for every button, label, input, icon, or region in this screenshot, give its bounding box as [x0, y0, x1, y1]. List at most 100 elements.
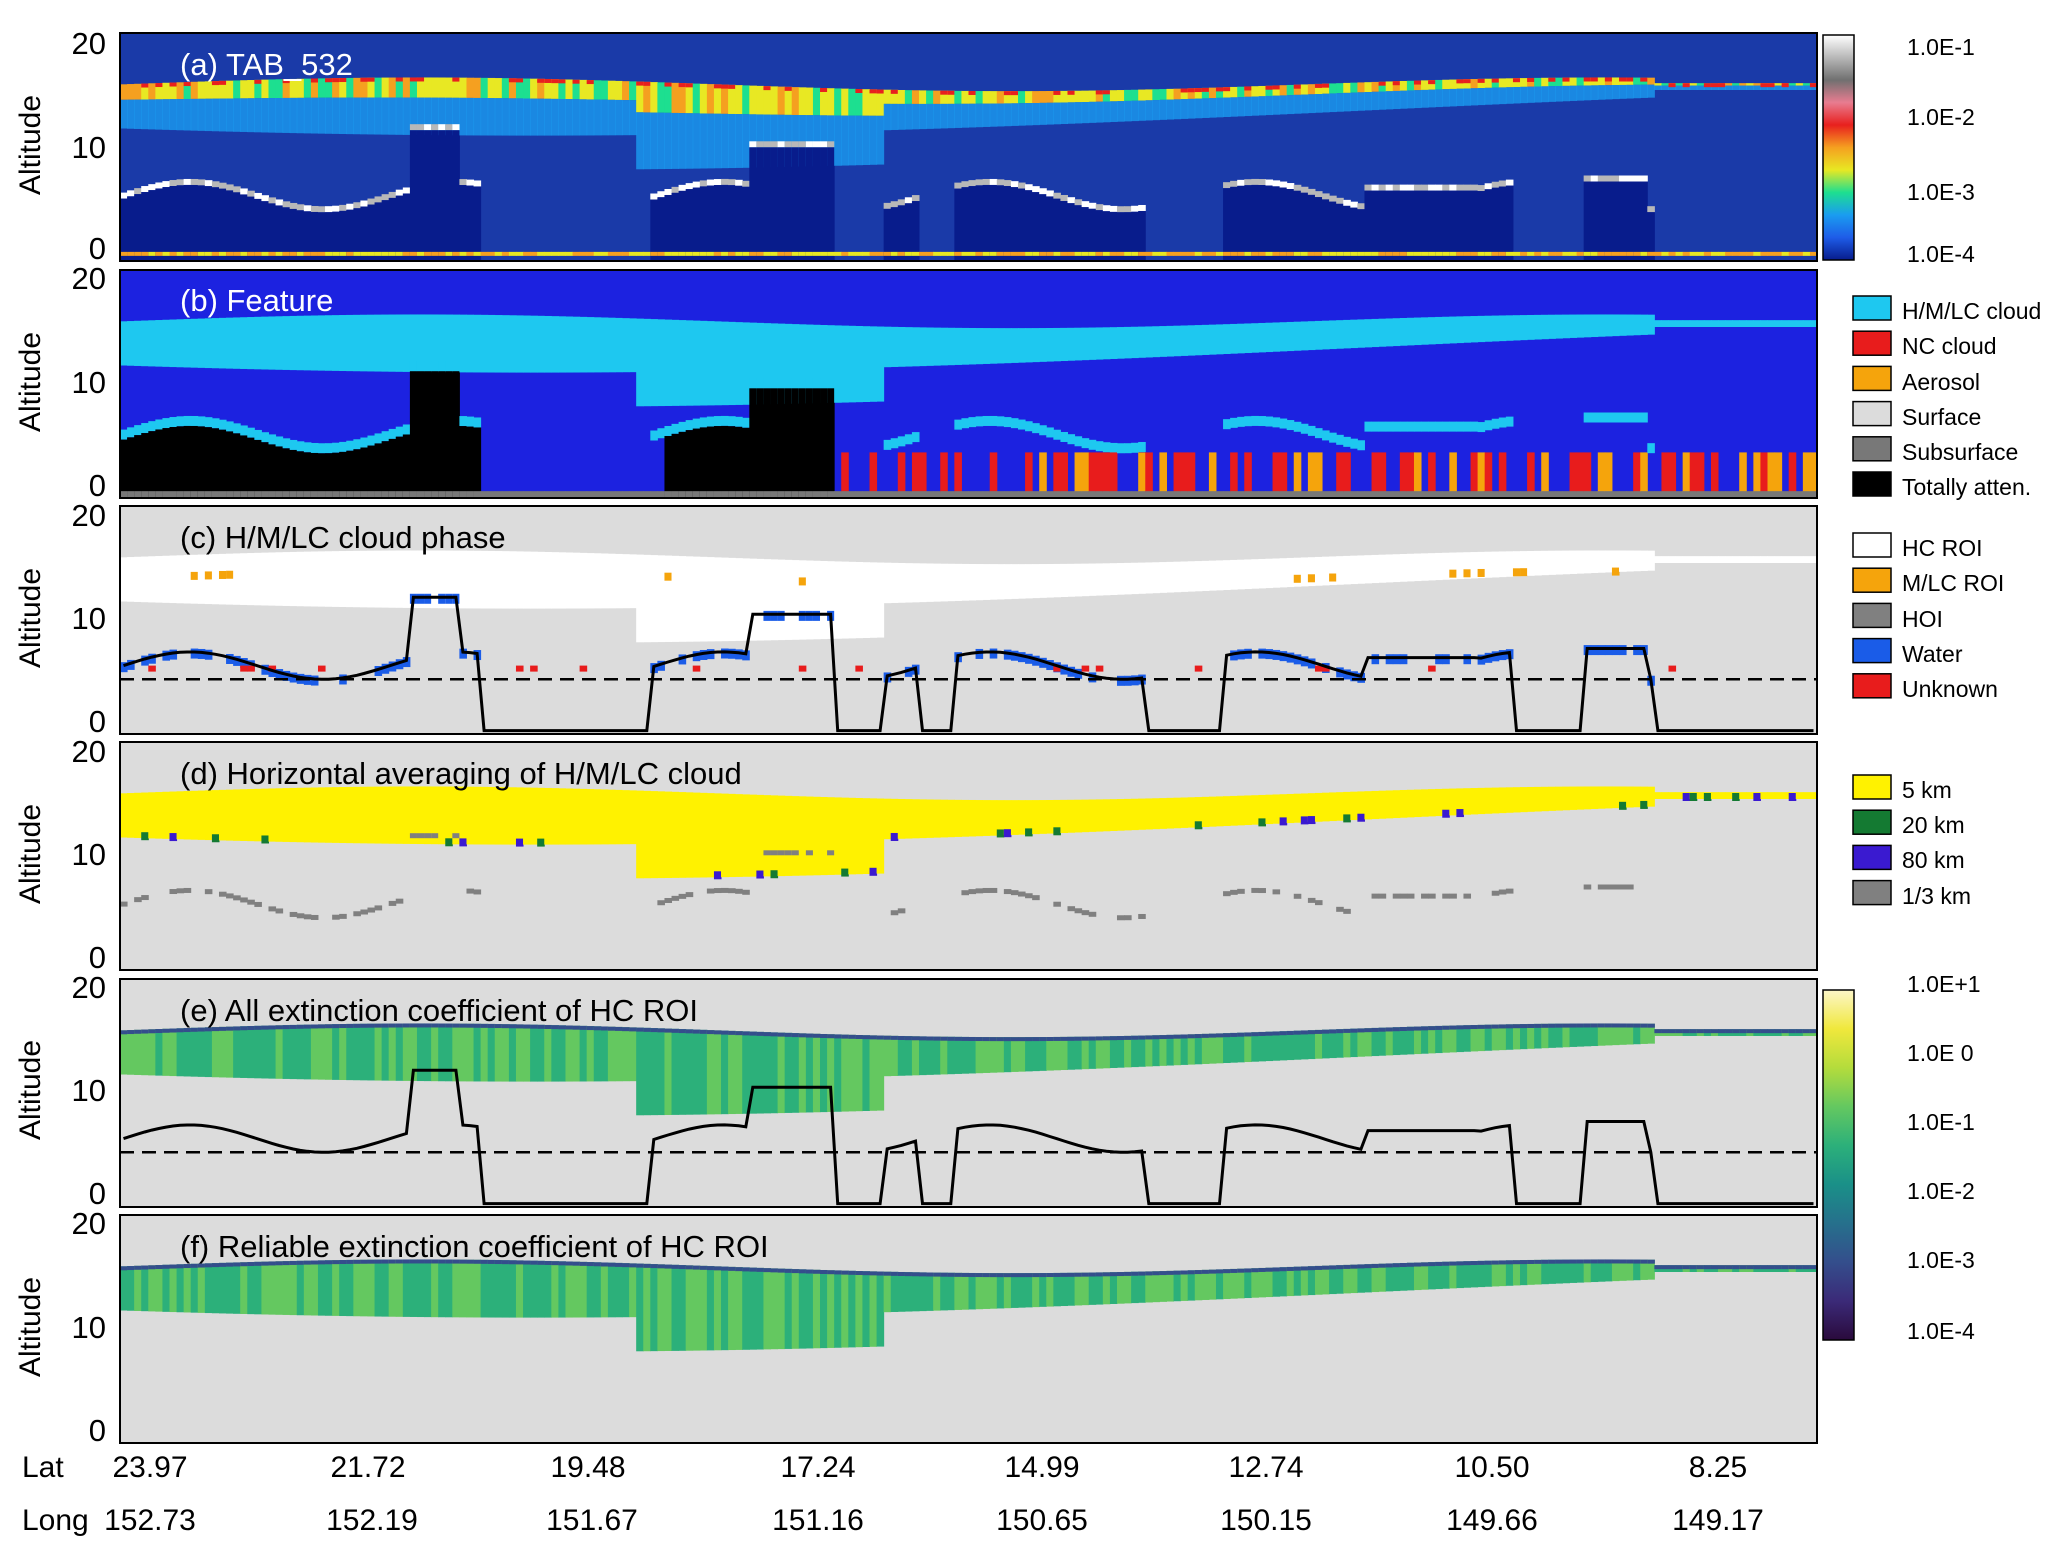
legend-swatch-3-0: [1852, 774, 1892, 800]
legend-feature-subsurface: Subsurface: [1902, 439, 2018, 465]
colorbar-ext-tick-4: 1.0E-2: [1907, 1178, 1975, 1204]
y-tick-e-20: 20: [72, 970, 106, 1005]
panel-d-background: [120, 742, 1817, 970]
panel-a-frame: [119, 32, 1818, 262]
y-axis-label-d: Altitude: [14, 804, 47, 904]
y-tick-f-0: 0: [89, 1413, 106, 1448]
legend-phase-unknown: Unknown: [1902, 676, 1998, 702]
legend-phase-hc-roi: HC ROI: [1902, 535, 1983, 561]
legend-swatch-1-5: [1852, 471, 1892, 497]
colorbar-tab-gradient: [1822, 34, 1855, 261]
y-tick-d-20: 20: [72, 734, 106, 769]
x-tick-long-5: 150.65: [996, 1504, 1088, 1537]
panel-d: [119, 741, 1818, 971]
panel-b-frame: [119, 269, 1818, 499]
y-tick-a-20: 20: [72, 26, 106, 61]
panel-a-title: (a) TAB_532: [180, 47, 353, 82]
y-axis-label-c: Altitude: [14, 568, 47, 668]
legend-feature-surface: Surface: [1902, 404, 1981, 430]
legend-averaging-5km: 5 km: [1902, 777, 1952, 803]
legend-swatch-2-3: [1852, 637, 1892, 664]
x-tick-long-2: 152.19: [326, 1504, 418, 1537]
y-tick-d-0: 0: [89, 940, 106, 975]
panel-e-frame: [119, 978, 1818, 1208]
panel-a: [119, 32, 1818, 262]
legend-phase-mlc-roi: M/LC ROI: [1902, 570, 2004, 596]
x-tick-long-7: 149.66: [1446, 1504, 1538, 1537]
legend-swatch-1-1: [1852, 330, 1892, 356]
colorbar-ext-tick-2: 1.0E 0: [1907, 1040, 1974, 1066]
x-tick-long-1: 152.73: [104, 1504, 196, 1537]
colorbar-extinction: [1822, 989, 1855, 1341]
y-axis-label-e: Altitude: [14, 1040, 47, 1140]
x-tick-long-4: 151.16: [772, 1504, 864, 1537]
legend-averaging-20km: 20 km: [1902, 812, 1965, 838]
x-tick-long-8: 149.17: [1672, 1504, 1764, 1537]
panel-f-title: (f) Reliable extinction coefficient of H…: [180, 1229, 769, 1264]
panel-c-background: [120, 506, 1817, 734]
colorbar-ext-tick-6: 1.0E-4: [1907, 1318, 1975, 1344]
legend-feature-aerosol: Aerosol: [1902, 369, 1980, 395]
y-tick-e-10: 10: [72, 1073, 106, 1108]
y-tick-d-10: 10: [72, 837, 106, 872]
legend-swatch-1-3: [1852, 400, 1892, 427]
panel-a-cells: [120, 77, 1818, 261]
panel-d-title: (d) Horizontal averaging of H/M/LC cloud: [180, 756, 742, 791]
legend-swatch-3-1: [1852, 809, 1892, 835]
panel-c-frame: [119, 505, 1818, 735]
x-tick-lat-5: 14.99: [1004, 1451, 1079, 1484]
y-tick-f-20: 20: [72, 1206, 106, 1241]
legend-feature-nc-cloud: NC cloud: [1902, 333, 1997, 359]
legend-swatch-1-0: [1852, 295, 1892, 321]
x-tick-long-3: 151.67: [546, 1504, 638, 1537]
legend-swatch-2-2: [1852, 602, 1892, 629]
colorbar-ext-tick-5: 1.0E-3: [1907, 1247, 1975, 1273]
panel-c: [119, 505, 1818, 735]
y-tick-b-0: 0: [89, 468, 106, 503]
legend-swatch-3-2: [1852, 844, 1892, 871]
legend-swatch-1-4: [1852, 436, 1892, 462]
panel-e-background: [120, 979, 1817, 1207]
legend-swatch-3-3: [1852, 879, 1892, 906]
legend-swatch-1-2: [1852, 365, 1892, 392]
y-tick-c-0: 0: [89, 704, 106, 739]
panel-c-title: (c) H/M/LC cloud phase: [180, 520, 506, 555]
panel-b-cells: [120, 314, 1818, 498]
x-tick-lat-2: 21.72: [330, 1451, 405, 1484]
colorbar-tab-tick-1: 1.0E-1: [1907, 34, 1975, 60]
x-tick-lat-1: 23.97: [112, 1451, 187, 1484]
y-tick-a-0: 0: [89, 231, 106, 266]
x-tick-lat-7: 10.50: [1454, 1451, 1529, 1484]
panel-f-background: [120, 1215, 1817, 1443]
y-tick-a-10: 10: [72, 130, 106, 165]
y-tick-c-10: 10: [72, 601, 106, 636]
x-tick-lat-4: 17.24: [780, 1451, 855, 1484]
panel-e-title: (e) All extinction coefficient of HC ROI: [180, 993, 698, 1028]
legend-phase-hoi: HOI: [1902, 606, 1943, 632]
panel-e: [119, 978, 1818, 1208]
legend-swatch-2-1: [1852, 567, 1892, 593]
x-tick-lat-6: 12.74: [1228, 1451, 1303, 1484]
y-axis-label-b: Altitude: [14, 332, 47, 432]
panel-f-frame: [119, 1214, 1818, 1444]
legend-averaging-third-km: 1/3 km: [1902, 883, 1971, 909]
y-axis-label-a: Altitude: [14, 95, 47, 195]
colorbar-tab-tick-2: 1.0E-2: [1907, 104, 1975, 130]
x-tick-lat-3: 19.48: [550, 1451, 625, 1484]
x-axis-row-label-lat: Lat: [22, 1451, 64, 1484]
x-axis-row-label-long: Long: [22, 1504, 89, 1537]
panel-d-cells: [120, 786, 1818, 921]
panel-d-frame: [119, 741, 1818, 971]
colorbar-ext-tick-3: 1.0E-1: [1907, 1109, 1975, 1135]
x-tick-long-6: 150.15: [1220, 1504, 1312, 1537]
colorbar-tab-tick-3: 1.0E-3: [1907, 179, 1975, 205]
legend-averaging-80km: 80 km: [1902, 847, 1965, 873]
legend-swatch-2-0: [1852, 532, 1892, 558]
y-axis-label-f: Altitude: [14, 1277, 47, 1377]
colorbar-tab: [1822, 34, 1855, 261]
panel-b-title: (b) Feature: [180, 283, 333, 318]
panel-f-cells: [120, 1259, 1818, 1352]
y-tick-f-10: 10: [72, 1310, 106, 1345]
panel-b: [119, 269, 1818, 499]
